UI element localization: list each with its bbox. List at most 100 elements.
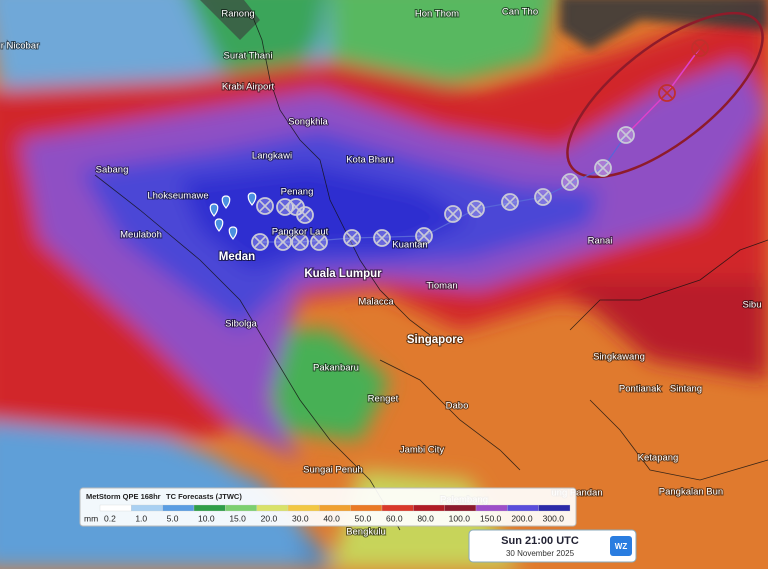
legend-level: 50.0 <box>355 513 372 523</box>
tc-marker-x <box>254 236 266 248</box>
legend-swatch <box>413 504 445 512</box>
tc-marker <box>534 188 552 206</box>
legend-swatch <box>131 504 163 512</box>
legend-level: 80.0 <box>417 513 434 523</box>
tc-marker <box>251 233 269 251</box>
legend-swatch <box>381 504 414 512</box>
tc-marker-x <box>504 196 516 208</box>
place-label: Meulaboh <box>120 230 162 241</box>
place-label: Dabo <box>446 401 469 412</box>
legend-swatch <box>350 504 383 512</box>
place-label: Can Tho <box>502 7 538 18</box>
legend-swatch <box>319 504 351 512</box>
place-label: Malacca <box>358 297 394 308</box>
tc-marker-x <box>661 87 673 99</box>
place-label: Penang <box>281 187 314 198</box>
tc-marker-x <box>597 162 609 174</box>
legend-level: 10.0 <box>198 513 215 523</box>
place-label: Pontianak <box>619 384 662 395</box>
tc-markers <box>251 39 709 251</box>
place-label: Songkhla <box>288 117 328 128</box>
place-label: Langkawi <box>252 151 292 162</box>
legend-level: 200.0 <box>511 513 533 523</box>
place-label: Singkawang <box>593 352 645 363</box>
place-label: Ranai <box>588 236 613 247</box>
tc-marker <box>501 193 519 211</box>
place-label: Kota Bharu <box>346 155 394 166</box>
legend-level: 30.0 <box>292 513 309 523</box>
tc-marker-x <box>299 209 311 221</box>
legend-swatch <box>538 504 571 512</box>
timestamp-box: Sun 21:00 UTC 30 November 2025 WZ <box>468 529 637 563</box>
legend-swatch <box>475 504 508 512</box>
legend-unit: mm <box>84 513 98 523</box>
legend-level: 100.0 <box>449 513 471 523</box>
tc-marker <box>296 206 314 224</box>
place-label: Sabang <box>96 165 129 176</box>
legend-swatch <box>193 504 226 512</box>
legend-level: 20.0 <box>261 513 278 523</box>
place-label: Krabi Airport <box>222 82 275 93</box>
logo-bg <box>610 536 632 556</box>
place-label: Singapore <box>407 334 463 346</box>
tc-marker-x <box>376 232 388 244</box>
tc-marker-x <box>447 208 459 220</box>
tc-marker-x <box>313 236 325 248</box>
tc-marker <box>444 205 462 223</box>
place-labels: Ranong Hon Thom Can Tho r Nicobar Surat Than… <box>0 6 763 539</box>
place-label: Kuantan <box>392 240 427 251</box>
pins <box>209 192 257 240</box>
tc-marker <box>291 233 309 251</box>
legend-swatch <box>225 504 257 512</box>
tc-marker-ring <box>691 39 709 57</box>
place-label: r Nicobar <box>1 41 40 52</box>
legend-subtitle: TC Forecasts (JTWC) <box>166 492 242 501</box>
tc-marker <box>256 197 274 215</box>
tc-marker <box>373 229 391 247</box>
legend-swatch <box>162 504 195 512</box>
tc-marker-x <box>346 232 358 244</box>
legend-swatch <box>99 504 132 512</box>
timestamp-date: 30 November 2025 <box>506 549 575 558</box>
tc-marker <box>415 227 433 245</box>
place-label: Jambi City <box>400 445 445 456</box>
tc-marker <box>343 229 361 247</box>
tc-marker <box>658 84 676 102</box>
place-label: Sibu <box>742 300 761 311</box>
tc-marker-x <box>259 200 271 212</box>
timestamp-bg <box>468 529 637 563</box>
legend-level: 40.0 <box>323 513 340 523</box>
tc-marker-x <box>277 236 289 248</box>
tc-marker-x <box>470 203 482 215</box>
place-label: Tioman <box>426 281 457 292</box>
legend-level: 150.0 <box>480 513 502 523</box>
place-label: Sintang <box>670 384 702 395</box>
tc-marker <box>617 126 635 144</box>
legend-level: 0.2 <box>104 513 116 523</box>
legend-swatch <box>256 504 289 512</box>
tc-marker-x <box>620 129 632 141</box>
logo: WZ <box>615 542 628 551</box>
tc-marker <box>467 200 485 218</box>
place-label: Pangkor Laut <box>272 227 329 238</box>
tc-marker-x <box>694 42 706 54</box>
legend-swatch <box>444 504 477 512</box>
place-label: Hon Thom <box>415 9 459 20</box>
place-label: Bengkulu <box>346 527 386 538</box>
tc-marker-ring <box>658 84 676 102</box>
tc-marker-x <box>537 191 549 203</box>
tc-marker <box>274 233 292 251</box>
tc-marker <box>310 233 328 251</box>
tc-marker <box>594 159 612 177</box>
place-label: Ketapang <box>638 453 679 464</box>
place-label: Sibolga <box>225 319 257 330</box>
tc-marker <box>691 39 709 57</box>
legend-level: 5.0 <box>167 513 179 523</box>
legend-level: 300.0 <box>543 513 565 523</box>
place-label: Kuala Lumpur <box>304 268 382 280</box>
tc-marker-x <box>294 236 306 248</box>
place-label: Sungai Penuh <box>303 465 363 476</box>
